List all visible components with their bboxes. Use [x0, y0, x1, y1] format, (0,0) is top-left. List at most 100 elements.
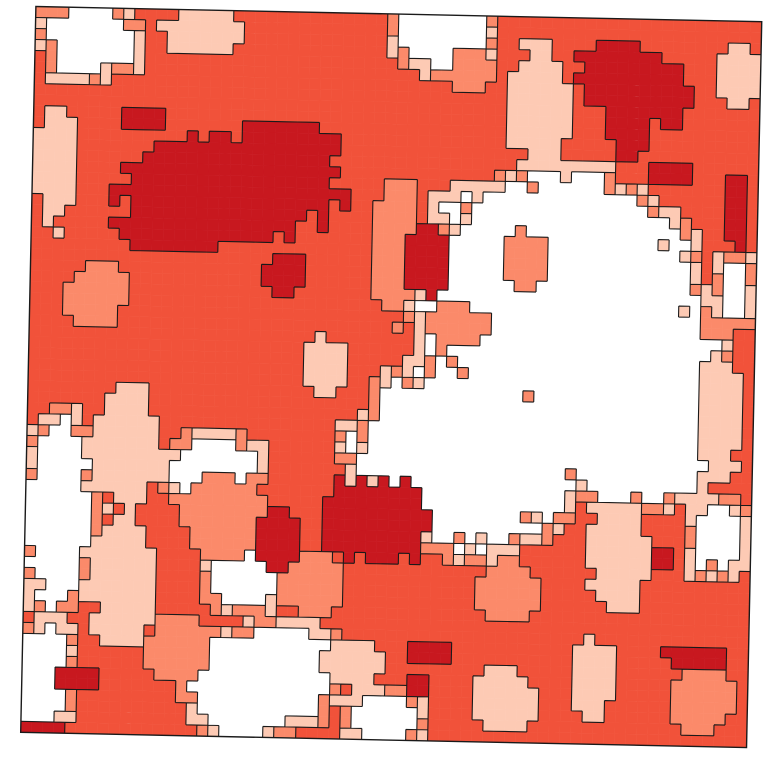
- map-cell-c3: [669, 195, 682, 208]
- map-cell-c3: [650, 41, 663, 53]
- map-cell-c1: [124, 481, 137, 493]
- map-cell-c2: [744, 318, 756, 330]
- map-cell-c4: [288, 550, 300, 563]
- map-cell-c2: [153, 668, 166, 681]
- map-cell-c1: [66, 645, 78, 657]
- map-cell-c3: [360, 266, 372, 278]
- map-cell-c3: [53, 215, 65, 228]
- map-cell-c3: [406, 146, 419, 158]
- map-cell-c3: [299, 22, 311, 35]
- map-cell-c4: [154, 107, 166, 120]
- map-cell-c4: [164, 163, 176, 175]
- map-cell-c4: [307, 155, 320, 167]
- map-cell-c3: [162, 251, 174, 263]
- map-cell-c1: [449, 191, 462, 203]
- map-cell-c2: [66, 634, 78, 646]
- map-cell-c3: [38, 391, 51, 404]
- map-cell-c1: [99, 634, 111, 647]
- map-cell-c3: [244, 21, 256, 34]
- map-cell-c3: [254, 65, 266, 78]
- map-cell-c3: [374, 123, 386, 136]
- map-cell-c3: [144, 41, 157, 54]
- map-cell-c1: [275, 616, 288, 629]
- map-cell-c3: [50, 347, 62, 360]
- map-cell-c1: [144, 580, 157, 593]
- map-cell-c1: [483, 686, 495, 699]
- map-cell-c3: [386, 79, 398, 92]
- map-cell-c3: [604, 139, 617, 151]
- map-cell-c4: [584, 61, 597, 74]
- map-cell-c3: [215, 329, 228, 341]
- map-cell-c1: [169, 449, 181, 461]
- map-cell-c2: [273, 726, 286, 739]
- map-cell-c1: [351, 695, 363, 707]
- map-cell-c1: [134, 536, 147, 549]
- map-cell-c3: [316, 232, 329, 244]
- map-cell-c3: [691, 735, 703, 747]
- map-cell-c3: [226, 329, 239, 342]
- map-cell-c3: [247, 406, 259, 419]
- map-cell-c2: [180, 438, 193, 451]
- map-cell-c3: [152, 723, 165, 736]
- map-cell-c2: [331, 584, 344, 597]
- map-cell-c3: [282, 308, 294, 321]
- map-cell-c3: [353, 79, 365, 91]
- map-cell-c1: [379, 376, 392, 389]
- map-cell-c2: [496, 577, 509, 589]
- map-cell-c1: [696, 482, 709, 494]
- map-cell-c3: [232, 54, 245, 67]
- map-cell-c3: [374, 90, 387, 103]
- map-cell-c2: [382, 233, 395, 246]
- map-cell-c2: [714, 669, 727, 682]
- map-cell-c3: [354, 552, 366, 564]
- map-cell-c3: [63, 259, 75, 272]
- map-cell-c1: [178, 20, 190, 32]
- map-cell-c3: [172, 295, 185, 307]
- map-cell-c4: [322, 496, 334, 509]
- map-cell-c4: [648, 173, 660, 185]
- map-cell-c2: [387, 24, 399, 37]
- map-cell-c2: [198, 625, 211, 638]
- map-cell-c1: [350, 728, 363, 740]
- map-cell-c2: [670, 701, 682, 714]
- map-cell-c4: [274, 154, 287, 166]
- map-cell-c3: [330, 111, 342, 124]
- map-cell-c3: [563, 545, 575, 558]
- map-cell-c1: [709, 405, 721, 418]
- map-cell-c4: [321, 540, 333, 553]
- map-cell-c3: [563, 28, 575, 40]
- map-cell-c3: [131, 668, 144, 681]
- map-cell-c3: [277, 11, 290, 24]
- map-cell-c3: [216, 296, 229, 308]
- map-cell-c3: [438, 707, 451, 720]
- map-cell-c3: [359, 288, 372, 300]
- map-cell-c3: [385, 101, 398, 114]
- map-cell-c3: [417, 157, 430, 169]
- map-cell-c3: [265, 33, 278, 45]
- map-cell-c3: [551, 578, 564, 590]
- map-cell-c3: [574, 556, 586, 569]
- map-cell-c3: [198, 108, 210, 121]
- map-cell-c4: [173, 229, 186, 241]
- map-cell-c3: [165, 119, 177, 131]
- map-cell-c3: [143, 96, 156, 109]
- map-cell-c2: [85, 260, 97, 273]
- map-cell-c3: [226, 340, 239, 353]
- map-cell-c4: [321, 518, 334, 531]
- map-cell-c3: [75, 216, 87, 228]
- map-cell-c3: [83, 359, 95, 372]
- map-cell-c3: [183, 317, 195, 330]
- map-cell-c3: [77, 117, 89, 129]
- map-cell-c3: [330, 617, 343, 630]
- map-cell-c2: [222, 527, 235, 539]
- map-cell-c1: [684, 559, 696, 571]
- map-cell-c1: [729, 504, 741, 517]
- map-cell-c1: [529, 71, 541, 84]
- map-cell-c2: [485, 565, 498, 578]
- map-cell-c3: [451, 653, 463, 665]
- map-cell-c3: [342, 34, 355, 47]
- map-cell-c3: [691, 218, 703, 230]
- map-cell-c1: [739, 560, 751, 572]
- map-cell-c4: [142, 151, 155, 164]
- map-cell-c3: [516, 148, 529, 161]
